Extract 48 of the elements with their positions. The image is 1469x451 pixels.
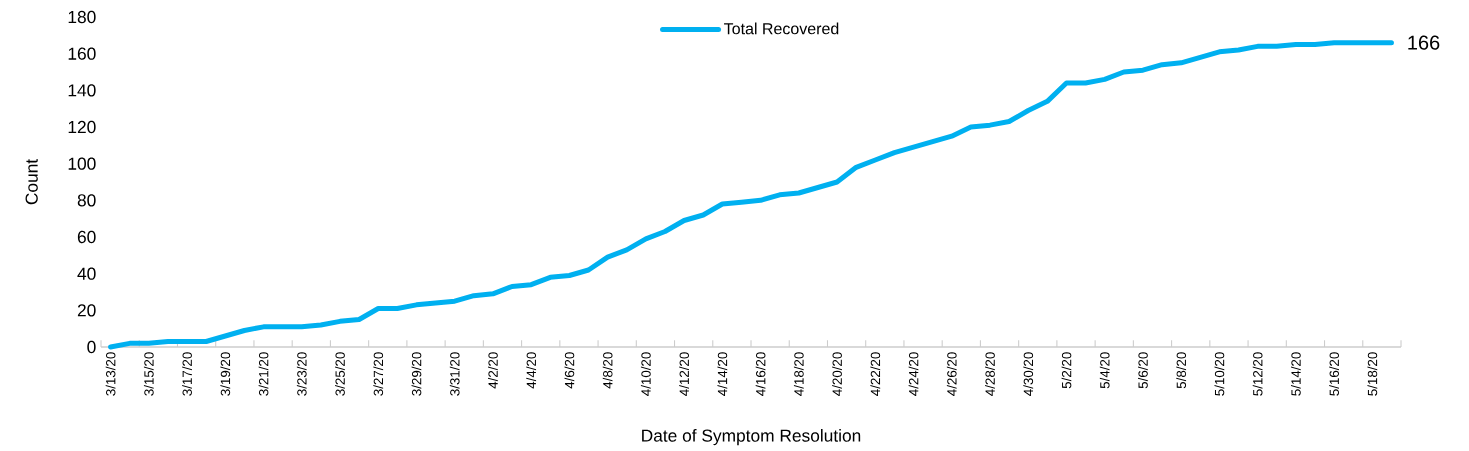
x-tick-label: 5/10/20 [1214, 352, 1225, 396]
x-tick-label: 5/16/20 [1329, 352, 1339, 396]
x-tick-label: 4/14/20 [717, 352, 728, 396]
y-axis-title: Count [25, 159, 38, 205]
y-tick-label: 140 [68, 84, 96, 97]
x-tick-label: 3/15/20 [143, 352, 154, 396]
x-tick-label: 5/4/20 [1099, 352, 1110, 389]
y-tick-label: 80 [77, 194, 96, 207]
y-tick-label: 160 [68, 47, 96, 60]
x-tick-label: 4/12/20 [679, 352, 689, 396]
y-tick-label: 100 [68, 157, 96, 170]
x-tick-label: 4/20/20 [832, 352, 842, 396]
y-tick-label: 20 [77, 304, 96, 317]
x-tick-label: 5/14/20 [1290, 352, 1301, 396]
x-tick-label: 5/2/20 [1061, 352, 1072, 389]
x-tick-label: 4/18/20 [793, 352, 804, 396]
x-tick-label: 3/23/20 [296, 352, 307, 396]
y-tick-label: 0 [87, 340, 96, 354]
text: 166 [1408, 35, 1440, 50]
x-tick-label: 3/19/20 [220, 352, 231, 396]
x-tick-label: 3/31/20 [449, 352, 460, 396]
x-tick-label: 3/27/20 [373, 352, 384, 396]
x-tick-label: 4/4/20 [526, 352, 537, 389]
x-tick-label: 3/29/20 [411, 352, 422, 396]
y-tick-label: 120 [68, 120, 96, 134]
y-tick-label: 40 [77, 267, 96, 280]
x-tick-label: 4/24/20 [908, 352, 919, 396]
x-tick-label: 3/21/20 [258, 352, 269, 396]
x-tick-label: 4/26/20 [946, 352, 957, 396]
x-tick-label: 3/25/20 [335, 352, 345, 396]
x-tick-label: 4/2/20 [488, 352, 498, 389]
x-axis-title: Date of Symptom Resolution [642, 429, 861, 446]
x-tick-label: 4/6/20 [564, 352, 575, 389]
x-tick-label: 4/22/20 [870, 352, 881, 396]
x-tick-label: 5/6/20 [1138, 352, 1148, 389]
x-tick-label: 4/10/20 [640, 352, 651, 396]
x-tick-label: 4/28/20 [985, 352, 995, 396]
legend-label: Total Recovered [724, 22, 839, 35]
y-tick-label: 60 [77, 230, 96, 244]
y-tick-label: 180 [68, 10, 96, 24]
x-tick-label: 4/30/20 [1023, 352, 1034, 396]
x-tick-label: 3/17/20 [182, 352, 192, 396]
x-tick-label: 4/16/20 [755, 352, 766, 396]
x-tick-label: 5/8/20 [1176, 352, 1187, 389]
x-tick-label: 3/13/20 [105, 352, 116, 396]
x-tick-label: 5/18/20 [1367, 352, 1378, 396]
x-tick-label: 4/8/20 [602, 352, 613, 389]
x-tick-label: 5/12/20 [1252, 352, 1263, 396]
